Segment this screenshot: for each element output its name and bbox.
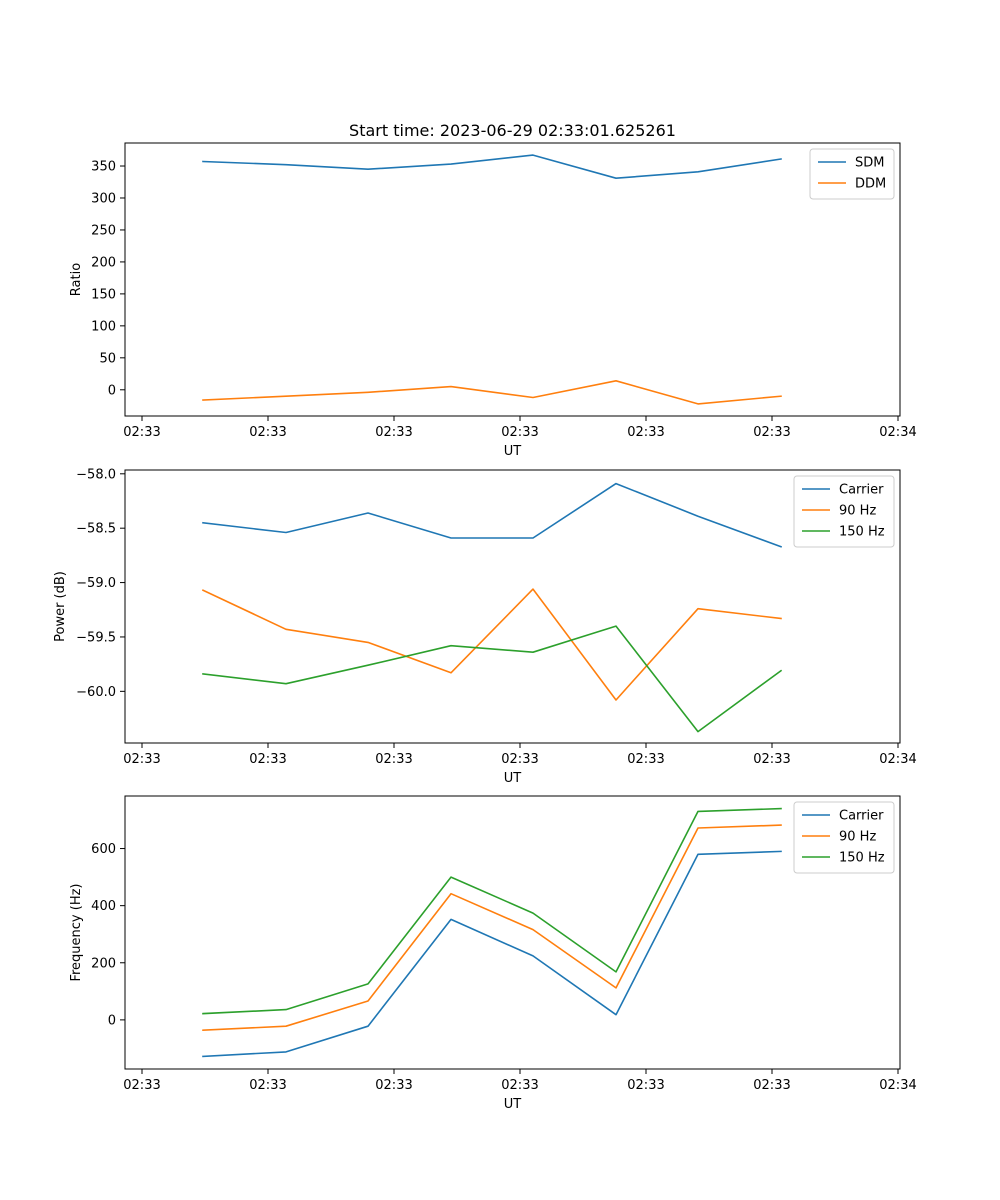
x-axis-label: UT	[504, 1097, 522, 1112]
x-tick-label: 02:33	[501, 425, 538, 440]
panel-3: 02:33 02:33 02:33 02:33 02:33 02:33 02:34 0 200 4…	[69, 795, 917, 1112]
figure-title: Start time: 2023-06-29 02:33:01.625261	[349, 121, 676, 140]
panel-1: 02:33 02:33 02:33 02:33 02:33 02:33 02:34 0 50 10…	[69, 142, 917, 459]
series-line-150-hz	[202, 625, 783, 733]
y-tick-label: 50	[99, 351, 116, 366]
series-line-90-hz	[202, 824, 782, 1032]
legend-label: 150 Hz	[839, 851, 885, 866]
x-tick-label: 02:33	[375, 752, 412, 767]
x-tick-label: 02:33	[627, 1078, 664, 1093]
legend: Carrier 90 Hz 150 Hz	[793, 475, 895, 548]
y-tick-label: 350	[91, 160, 116, 175]
y-axis-label: Frequency (Hz)	[69, 883, 84, 981]
y-tick-label: 150	[91, 287, 116, 302]
x-tick-label: 02:34	[879, 1078, 916, 1093]
legend-label: 150 Hz	[839, 525, 885, 540]
y-tick-label: 300	[91, 191, 116, 206]
y-tick-label: 250	[91, 223, 116, 238]
x-tick-label: 02:33	[501, 752, 538, 767]
y-tick-label: 200	[91, 956, 116, 971]
legend-label: 90 Hz	[839, 504, 876, 519]
y-axis-label: Ratio	[69, 263, 84, 296]
y-tick-label: 0	[108, 1013, 116, 1028]
panel-2: 02:33 02:33 02:33 02:33 02:33 02:33 02:34 −60.0…	[53, 467, 917, 786]
x-tick-label: 02:33	[123, 1078, 160, 1093]
legend-label: DDM	[855, 177, 886, 192]
y-tick-label: 600	[91, 842, 116, 857]
axes-frame	[124, 795, 901, 1070]
y-tick-label: 200	[91, 255, 116, 270]
x-tick-label: 02:33	[627, 752, 664, 767]
y-axis-label: Power (dB)	[53, 571, 68, 642]
x-tick-label: 02:33	[249, 752, 286, 767]
x-tick-label: 02:33	[501, 1078, 538, 1093]
series-line-carrier	[202, 482, 783, 548]
y-tick-label: −59.0	[76, 576, 116, 591]
x-tick-label: 02:33	[753, 1078, 790, 1093]
legend: SDM DDM	[809, 148, 895, 200]
x-axis-label: UT	[504, 444, 522, 459]
legend-label: 90 Hz	[839, 830, 876, 845]
legend-box	[793, 801, 895, 874]
x-tick-label: 02:33	[249, 425, 286, 440]
axes-frame	[124, 469, 901, 744]
series-line-150-hz	[202, 807, 782, 1015]
series-line-ddm	[202, 379, 782, 405]
x-tick-label: 02:33	[753, 425, 790, 440]
x-tick-label: 02:33	[123, 425, 160, 440]
legend: Carrier 90 Hz 150 Hz	[793, 801, 895, 874]
series-line-sdm	[202, 154, 782, 179]
series-line-carrier	[202, 850, 782, 1058]
y-tick-label: 100	[91, 319, 116, 334]
x-tick-label: 02:33	[249, 1078, 286, 1093]
y-tick-label: 0	[108, 383, 116, 398]
y-tick-label: −60.0	[76, 685, 116, 700]
x-tick-label: 02:33	[375, 425, 412, 440]
x-tick-label: 02:33	[753, 752, 790, 767]
x-tick-label: 02:34	[879, 752, 916, 767]
legend-label: Carrier	[839, 809, 884, 824]
x-tick-label: 02:33	[627, 425, 664, 440]
y-tick-label: −58.5	[76, 522, 116, 537]
x-axis-label: UT	[504, 771, 522, 786]
series-line-90-hz	[201, 588, 782, 701]
legend-box	[793, 475, 895, 548]
y-tick-label: −59.5	[76, 630, 116, 645]
y-tick-label: −58.0	[76, 467, 116, 482]
legend-label: Carrier	[839, 483, 884, 498]
y-tick-label: 400	[91, 899, 116, 914]
x-tick-label: 02:33	[123, 752, 160, 767]
axes-frame	[124, 142, 901, 417]
x-tick-label: 02:33	[375, 1078, 412, 1093]
x-tick-label: 02:34	[879, 425, 916, 440]
legend-label: SDM	[855, 156, 884, 171]
